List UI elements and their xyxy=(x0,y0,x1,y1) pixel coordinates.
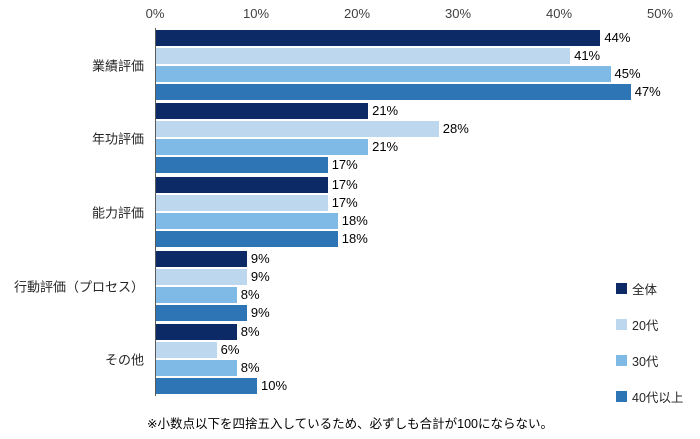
value-label: 45% xyxy=(614,65,641,81)
value-label: 8% xyxy=(240,360,260,376)
bar-row: 9% xyxy=(156,304,270,321)
bar-30代 xyxy=(156,139,369,156)
bar-30代 xyxy=(156,286,237,303)
legend-label: 30代 xyxy=(632,355,659,369)
value-label: 17% xyxy=(331,195,358,210)
value-label: 21% xyxy=(372,139,399,155)
category-label: 行動評価（プロセス） xyxy=(13,279,144,295)
value-label: 9% xyxy=(250,250,270,266)
bar-40代以上 xyxy=(156,231,338,247)
bar-row: 21% xyxy=(156,103,399,120)
x-tick-label: 50% xyxy=(646,6,674,21)
legend: 全体 20代 30代 40代以上 xyxy=(616,279,683,423)
bar-row: 44% xyxy=(156,29,631,46)
legend-swatch xyxy=(616,391,627,402)
legend-item: 20代 xyxy=(616,315,683,334)
value-label: 28% xyxy=(442,121,469,137)
category-label: 能力評価 xyxy=(91,205,144,221)
x-tick-label: 30% xyxy=(444,6,472,21)
bar-row: 47% xyxy=(156,83,661,100)
bar-row: 9% xyxy=(156,268,270,285)
plot-area: 44% 41% 45% 47% 21% 28% 21% 17% 17% 17% 18% 18% 9% 9%… xyxy=(155,28,661,396)
value-label: 9% xyxy=(250,268,270,284)
legend-item: 40代以上 xyxy=(616,387,683,406)
bar-row: 9% xyxy=(156,250,270,267)
bar-row: 6% xyxy=(156,342,240,359)
bar-全体 xyxy=(156,29,601,46)
bar-row: 10% xyxy=(156,378,288,395)
bar-40代以上 xyxy=(156,304,247,321)
legend-swatch xyxy=(616,283,627,294)
value-label: 9% xyxy=(250,304,270,320)
value-label: 47% xyxy=(634,83,661,99)
bar-row: 8% xyxy=(156,324,260,341)
bar-row: 41% xyxy=(156,47,601,64)
bar-row: 45% xyxy=(156,65,641,82)
bar-row: 17% xyxy=(156,157,358,174)
bar-20代 xyxy=(156,268,247,285)
category-label: その他 xyxy=(104,352,144,368)
value-label: 17% xyxy=(331,157,358,173)
x-tick-label: 20% xyxy=(343,6,371,21)
bar-30代 xyxy=(156,65,611,82)
bar-row: 21% xyxy=(156,139,399,156)
bar-40代以上 xyxy=(156,157,328,174)
legend-item: 30代 xyxy=(616,351,683,370)
category-labels: 業績評価年功評価能力評価行動評価（プロセス） その他 xyxy=(0,28,150,396)
bar-全体 xyxy=(156,324,237,341)
category-label: 業績評価 xyxy=(91,58,144,74)
value-label: 18% xyxy=(341,231,368,246)
value-label: 8% xyxy=(240,286,260,302)
bar-20代 xyxy=(156,342,217,359)
bar-20代 xyxy=(156,47,571,64)
bar-20代 xyxy=(156,121,439,138)
x-tick-label: 40% xyxy=(545,6,573,21)
bar-row: 28% xyxy=(156,121,469,138)
value-label: 41% xyxy=(574,47,601,63)
value-label: 10% xyxy=(261,378,288,394)
bar-40代以上 xyxy=(156,83,631,100)
legend-label: 全体 xyxy=(632,283,658,297)
value-label: 18% xyxy=(341,213,368,228)
legend-item: 全体 xyxy=(616,279,683,298)
bar-全体 xyxy=(156,177,328,193)
x-axis-ticks: 0% 10% 20% 30% 40% 50% xyxy=(146,6,673,22)
bar-row: 18% xyxy=(156,231,368,247)
value-label: 6% xyxy=(220,342,240,358)
value-label: 44% xyxy=(604,29,631,45)
value-label: 8% xyxy=(240,324,260,340)
legend-label: 20代 xyxy=(632,319,659,333)
category-label: 年功評価 xyxy=(91,131,144,147)
value-label: 21% xyxy=(372,103,399,119)
bar-40代以上 xyxy=(156,378,257,395)
bar-row: 8% xyxy=(156,286,260,303)
footnote: ※小数点以下を四捨五入しているため、必ずしも合計が100にならない。 xyxy=(147,417,553,431)
bar-row: 18% xyxy=(156,213,368,229)
bar-30代 xyxy=(156,213,338,229)
legend-swatch xyxy=(616,355,627,366)
legend-swatch xyxy=(616,319,627,330)
x-tick-label: 0% xyxy=(145,6,165,21)
value-label: 17% xyxy=(331,177,358,192)
bar-row: 17% xyxy=(156,195,358,211)
bar-row: 17% xyxy=(156,177,358,193)
bar-全体 xyxy=(156,103,369,120)
bar-row: 8% xyxy=(156,360,260,377)
bar-全体 xyxy=(156,250,247,267)
x-tick-label: 10% xyxy=(242,6,270,21)
bar-20代 xyxy=(156,195,328,211)
bar-30代 xyxy=(156,360,237,377)
legend-label: 40代以上 xyxy=(632,391,684,405)
